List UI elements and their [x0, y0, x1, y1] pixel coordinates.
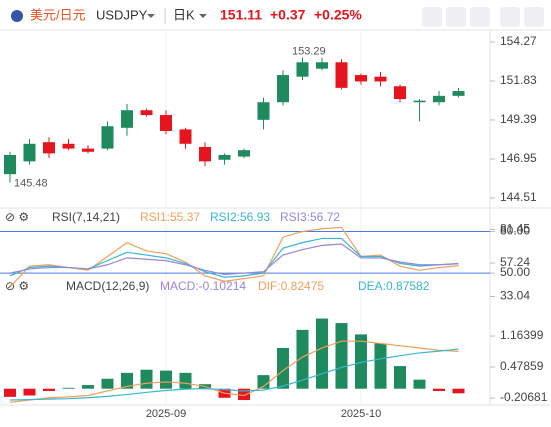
- y-tick-label: 50.00: [500, 265, 530, 279]
- macd-bar: [452, 388, 465, 394]
- legend-entry: RSI2:56.93: [210, 210, 270, 224]
- macd-bar: [82, 385, 94, 389]
- change: +0.37: [270, 7, 306, 23]
- tool-button[interactable]: [500, 7, 520, 27]
- candle-body: [101, 126, 114, 149]
- y-tick-label: 1.16399: [500, 328, 544, 342]
- candle-body: [199, 146, 211, 162]
- y-tick-label: 144.51: [500, 190, 537, 204]
- macd-bar: [296, 329, 309, 389]
- macd-bar: [23, 388, 36, 396]
- macd-bar: [257, 375, 270, 389]
- price: 151.11: [220, 7, 262, 23]
- legend-entry: MACD:-0.10214: [160, 279, 246, 293]
- candle-body: [238, 150, 250, 157]
- candle-body: [394, 86, 406, 100]
- candle-body: [335, 62, 348, 88]
- macd-line: [9, 340, 459, 403]
- legend-entry: RSI1:55.37: [140, 210, 200, 224]
- macd-bar: [179, 372, 192, 389]
- y-tick-label: 154.27: [500, 34, 537, 48]
- macd-bar: [316, 318, 328, 389]
- legend-entry: DEA:0.87582: [358, 279, 430, 293]
- period[interactable]: 日K: [173, 7, 195, 22]
- candle-body: [296, 62, 309, 77]
- y-tick-label: 151.83: [500, 73, 537, 87]
- y-tick-label: 33.04: [500, 289, 530, 303]
- macd-bar: [4, 388, 16, 397]
- legend-entry: DIF:0.82475: [258, 279, 324, 293]
- indicator-toggle[interactable]: ⊘ ⚙: [5, 279, 29, 293]
- candle-body: [374, 76, 387, 82]
- flag-icon: [11, 10, 23, 22]
- dropdown[interactable]: [199, 14, 207, 18]
- pair-name[interactable]: 美元/日元: [30, 7, 86, 22]
- macd-bar: [140, 369, 153, 389]
- tool-button[interactable]: [446, 7, 466, 27]
- price-annotation: 145.48: [14, 177, 48, 189]
- macd-bar: [101, 378, 114, 389]
- macd-bar: [413, 379, 426, 389]
- macd-line: [9, 348, 459, 401]
- candle-body: [257, 102, 270, 120]
- macd-bar: [62, 387, 75, 389]
- macd-bar: [394, 366, 406, 389]
- candle-body: [413, 100, 426, 103]
- macd-bar: [433, 388, 445, 391]
- candle-body: [160, 115, 172, 132]
- x-tick-label: 2025-10: [341, 408, 381, 420]
- candle-body: [179, 129, 192, 144]
- candle-body: [433, 95, 445, 103]
- macd-bar: [335, 323, 348, 389]
- candle-body: [355, 75, 367, 82]
- x-tick-label: 2025-09: [146, 408, 186, 420]
- candle-body: [82, 148, 94, 152]
- macd-bar: [238, 388, 250, 401]
- candle-body: [62, 143, 75, 149]
- rsi-line: [9, 226, 459, 288]
- candle-body: [43, 142, 55, 154]
- candle-body: [23, 143, 36, 162]
- candle-body: [4, 154, 16, 175]
- y-tick-label: 146.95: [500, 151, 537, 165]
- macd-title: MACD(12,26,9): [66, 279, 149, 293]
- change-pct: +0.25%: [314, 7, 362, 23]
- y-tick-label: 0.47859: [500, 359, 544, 373]
- y-tick-label: -0.20681: [500, 390, 548, 404]
- candle-body: [140, 110, 153, 116]
- dropdown[interactable]: [147, 14, 155, 18]
- macd-bar: [277, 347, 289, 389]
- symbol[interactable]: USDJPY: [96, 7, 148, 22]
- y-tick-label: 57.24: [500, 255, 530, 269]
- macd-bar: [43, 388, 55, 391]
- macd-bar: [355, 334, 367, 389]
- macd-bar: [160, 370, 172, 389]
- tool-button[interactable]: [470, 7, 490, 27]
- legend-entry: RSI3:56.72: [280, 210, 340, 224]
- candle-body: [218, 154, 231, 160]
- rsi-line: [9, 243, 459, 276]
- candle-body: [277, 75, 289, 103]
- tool-button[interactable]: [422, 7, 442, 27]
- macd-bar: [121, 372, 133, 389]
- candle-body: [121, 110, 133, 128]
- indicator-toggle[interactable]: ⊘ ⚙: [5, 210, 29, 224]
- rsi-title: RSI(7,14,21): [52, 210, 120, 224]
- y-tick-label: 81.45: [500, 222, 530, 236]
- macd-bar: [374, 343, 387, 389]
- price-annotation: 153.29: [292, 46, 326, 58]
- candle-body: [452, 91, 465, 96]
- tool-button[interactable]: [524, 7, 544, 27]
- candle-body: [316, 62, 328, 69]
- y-tick-label: 80.00: [500, 224, 530, 238]
- y-tick-label: 149.39: [500, 112, 537, 126]
